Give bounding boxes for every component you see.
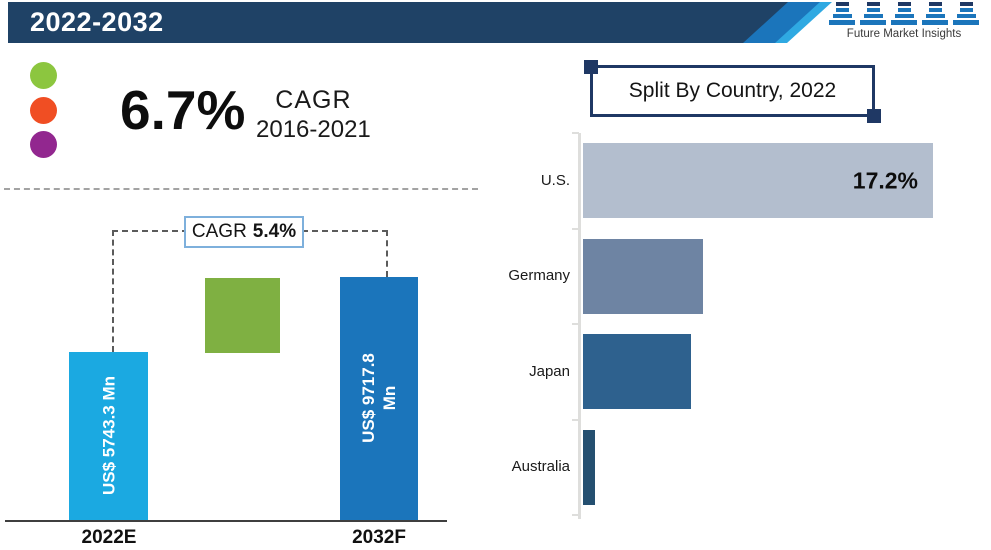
bar-chart-logo-icon [829, 2, 979, 25]
country-axis-tick [572, 132, 579, 134]
country-bar-japan [583, 334, 691, 410]
title-box-corner-square-top [584, 60, 598, 74]
x-axis-label-2032f: 2032F [352, 527, 406, 548]
country-label-us: U.S. [540, 171, 570, 189]
header-banner [8, 2, 788, 43]
bar-2022e [69, 352, 148, 521]
x-axis-line [5, 520, 447, 522]
page-title: 2022-2032 [30, 7, 164, 37]
brand-logo: Future Market Insights [829, 2, 979, 40]
country-chart-title-box: Split By Country, 2022 [590, 65, 875, 117]
forecast-cagr-value: 5.4% [252, 221, 297, 242]
brand-name: Future Market Insights [846, 28, 962, 40]
country-axis-tick [572, 418, 579, 421]
dashed-separator [4, 188, 478, 190]
cagr-connector-left [112, 230, 114, 352]
country-chart-title: Split By Country, 2022 [628, 79, 837, 102]
bar-2022e-value-label: US$ 5743.3 Mn [99, 375, 119, 496]
cagr-connector-right [386, 230, 388, 277]
cagr-label: CAGR [275, 86, 352, 114]
legend-dot-purple [30, 131, 57, 158]
country-axis-tick [572, 227, 579, 230]
legend-dot-green [30, 62, 57, 89]
country-label-japan: Japan [529, 362, 570, 380]
historical-cagr-caption: CAGR 2016-2021 [256, 86, 371, 144]
growth-marker-square [205, 278, 280, 353]
country-bar-us: 17.2% [583, 143, 933, 219]
legend-dot-orange [30, 97, 57, 124]
historical-cagr-value: 6.7% [120, 79, 246, 141]
forecast-cagr-label: CAGR [191, 221, 247, 242]
country-bar-australia [583, 429, 596, 505]
bar-2032f [340, 277, 418, 521]
x-axis-label-2022e: 2022E [81, 527, 137, 548]
country-bar-data-label: 17.2% [852, 167, 918, 194]
country-label-germany: Germany [508, 267, 570, 285]
bar-2032f-value-label: US$ 9717.8 Mn [359, 353, 399, 443]
country-label-australia: Australia [511, 458, 570, 476]
country-axis-line [578, 133, 581, 519]
forecast-cagr-callout: CAGR 5.4% [184, 216, 304, 248]
country-axis-tick [572, 323, 579, 325]
cagr-period: 2016-2021 [256, 116, 371, 143]
country-axis-tick [572, 514, 579, 516]
title-box-corner-square-bottom [867, 109, 881, 123]
country-bar-germany [583, 238, 704, 314]
